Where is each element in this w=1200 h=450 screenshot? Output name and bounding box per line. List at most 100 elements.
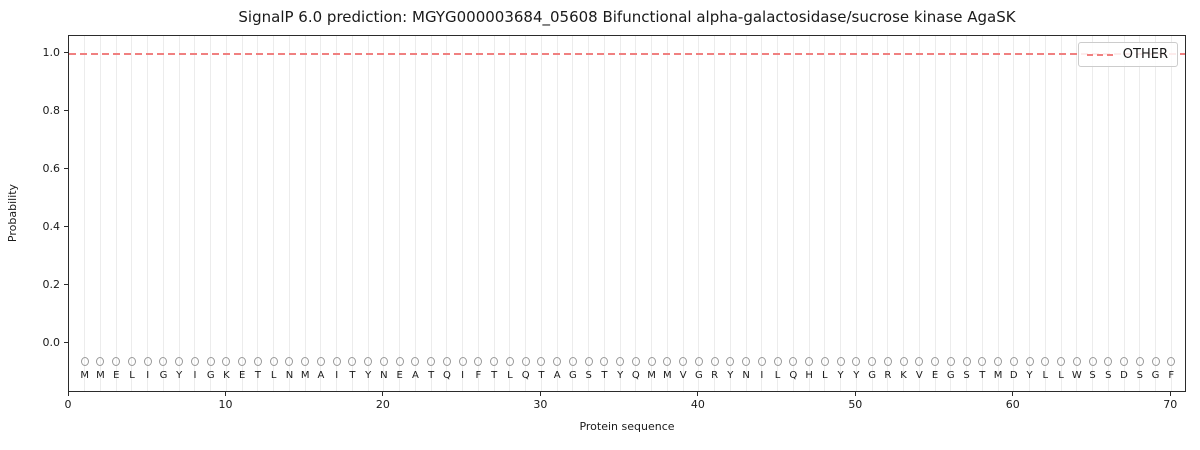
gridline xyxy=(871,36,873,391)
gridline xyxy=(714,36,716,391)
sequence-letter: N xyxy=(285,370,294,382)
residue-marker-circle xyxy=(127,356,136,366)
residue-marker-circle xyxy=(442,356,451,366)
residue-marker-circle xyxy=(222,356,231,366)
sequence-letter: Y xyxy=(1026,370,1033,382)
gridline xyxy=(399,36,401,391)
residue-marker-circle xyxy=(316,356,325,366)
y-axis-tick xyxy=(64,110,68,112)
legend-box: OTHER xyxy=(1077,42,1178,67)
residue-marker-circle xyxy=(1135,356,1144,366)
sequence-letter: M xyxy=(647,370,656,382)
gridline xyxy=(761,36,763,391)
sequence-letter: G xyxy=(206,370,215,382)
x-axis-label: Protein sequence xyxy=(579,420,675,433)
gridline xyxy=(588,36,590,391)
sequence-letter: W xyxy=(1071,370,1082,382)
residue-marker-circle xyxy=(1057,356,1066,366)
residue-marker-circle xyxy=(96,356,105,366)
residue-marker-circle xyxy=(1151,356,1160,366)
residue-marker-circle xyxy=(710,356,719,366)
residue-marker-circle xyxy=(348,356,357,366)
sequence-letter: M xyxy=(96,370,105,382)
gridline xyxy=(855,36,857,391)
residue-marker-circle xyxy=(285,356,294,366)
residue-marker-circle xyxy=(757,356,766,366)
gridline xyxy=(241,36,243,391)
sequence-letter: T xyxy=(428,370,435,382)
gridline xyxy=(477,36,479,391)
residue-marker-circle xyxy=(994,356,1003,366)
sequence-letter: Q xyxy=(631,370,640,382)
sequence-letter: K xyxy=(223,370,230,382)
gridline xyxy=(997,36,999,391)
sequence-letter: I xyxy=(335,370,339,382)
gridline xyxy=(729,36,731,391)
residue-marker-circle xyxy=(1009,356,1018,366)
x-tick-label: 10 xyxy=(218,398,233,411)
x-axis-tick xyxy=(697,392,699,396)
residue-marker-circle xyxy=(159,356,168,366)
gridline xyxy=(462,36,464,391)
residue-marker-circle xyxy=(568,356,577,366)
y-tick-label: 0.6 xyxy=(42,161,61,175)
y-tick-label: 1.0 xyxy=(42,45,61,59)
residue-marker-circle xyxy=(1025,356,1034,366)
gridline xyxy=(918,36,920,391)
residue-marker-circle xyxy=(537,356,546,366)
x-tick-label: 30 xyxy=(533,398,548,411)
residue-marker-circle xyxy=(332,356,341,366)
residue-marker-circle xyxy=(647,356,656,366)
gridline xyxy=(619,36,621,391)
residue-marker-circle xyxy=(175,356,184,366)
sequence-letter: G xyxy=(694,370,703,382)
sequence-letter: L xyxy=(822,370,828,382)
gridline xyxy=(225,36,227,391)
gridline xyxy=(414,36,416,391)
gridline xyxy=(635,36,637,391)
sequence-letter: L xyxy=(774,370,781,382)
sequence-letter: V xyxy=(679,370,687,382)
residue-marker-circle xyxy=(883,356,892,366)
gridline xyxy=(808,36,810,391)
residue-marker-circle xyxy=(112,356,121,366)
gridline xyxy=(194,36,196,391)
sequence-letter: E xyxy=(239,370,246,382)
sequence-letter: N xyxy=(380,370,388,382)
residue-marker-circle xyxy=(694,356,703,366)
gridline xyxy=(446,36,448,391)
sequence-letter: T xyxy=(254,370,261,382)
sequence-letter: F xyxy=(475,370,482,382)
gridline xyxy=(556,36,558,391)
sequence-letter: S xyxy=(1105,370,1112,382)
residue-marker-circle xyxy=(946,356,955,366)
gridline xyxy=(115,36,117,391)
gridline xyxy=(257,36,259,391)
sequence-letter: I xyxy=(461,370,465,382)
gridline xyxy=(792,36,794,391)
sequence-letter: T xyxy=(601,370,608,382)
gridline xyxy=(887,36,889,391)
residue-marker-circle xyxy=(931,356,940,366)
residue-marker-circle xyxy=(663,356,672,366)
residue-marker-circle xyxy=(427,356,436,366)
gridline xyxy=(525,36,527,391)
y-tick-label: 0.0 xyxy=(42,335,61,349)
gridline xyxy=(162,36,164,391)
residue-marker-circle xyxy=(490,356,499,366)
gridline xyxy=(288,36,290,391)
x-axis-tick xyxy=(539,392,541,396)
residue-marker-circle xyxy=(364,356,373,366)
y-axis-label: Probability xyxy=(6,183,19,243)
residue-marker-circle xyxy=(805,356,814,366)
residue-marker-circle xyxy=(962,356,971,366)
residue-marker-circle xyxy=(206,356,215,366)
gridline xyxy=(682,36,684,391)
gridline xyxy=(950,36,952,391)
residue-marker-circle xyxy=(458,356,467,366)
gridline xyxy=(1107,36,1109,391)
x-axis-tick xyxy=(1012,392,1014,396)
sequence-letter: G xyxy=(159,370,168,382)
sequence-letter: H xyxy=(805,370,813,382)
gridline xyxy=(1060,36,1062,391)
